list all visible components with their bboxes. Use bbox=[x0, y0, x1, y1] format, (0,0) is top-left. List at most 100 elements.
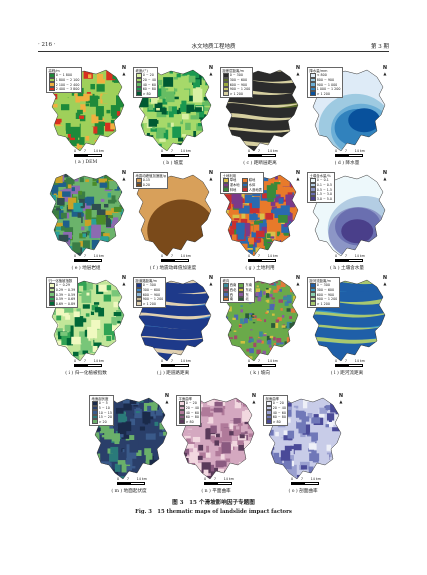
map-cell bbox=[228, 323, 231, 326]
map-cell bbox=[111, 254, 116, 256]
legend-label: 60 ~ 80 bbox=[185, 415, 199, 420]
map-cell bbox=[126, 126, 128, 130]
map-cell bbox=[249, 237, 254, 245]
scale-bar: 0 7 14 km bbox=[161, 254, 191, 262]
map-panel: 距断层距离/m 0 ~ 300 300 ~ 600 600 ~ 900 900 ~ 1 … bbox=[218, 65, 302, 170]
scale-label: 14 km bbox=[354, 149, 365, 153]
map-cell bbox=[111, 317, 121, 324]
map-cell bbox=[142, 412, 151, 424]
map-cell bbox=[255, 292, 259, 297]
map-cell bbox=[76, 141, 85, 150]
map-cell bbox=[125, 261, 128, 264]
map-cell bbox=[154, 79, 163, 86]
map-cell bbox=[50, 239, 53, 245]
map-cell bbox=[269, 447, 275, 450]
map-cell bbox=[263, 242, 271, 250]
map-cell bbox=[230, 249, 236, 256]
map-cell bbox=[332, 427, 341, 432]
legend-item: 1.5 ~ 3.0 bbox=[309, 191, 332, 197]
map-cell bbox=[280, 175, 290, 187]
map-cell bbox=[256, 482, 258, 487]
map-cell bbox=[94, 96, 100, 99]
map-cell bbox=[240, 302, 244, 306]
map-cell bbox=[165, 91, 175, 103]
legend-label: 40 ~ 60 bbox=[142, 82, 156, 87]
map-cell bbox=[293, 333, 298, 338]
map-cell bbox=[297, 285, 298, 289]
map-cell bbox=[224, 305, 225, 307]
map-cell bbox=[227, 322, 230, 326]
scale-bar: 0 7 14 km bbox=[74, 359, 104, 367]
map-cell bbox=[85, 208, 94, 220]
map-cell bbox=[312, 432, 318, 441]
map-cell bbox=[267, 464, 273, 478]
scale-label: 0 bbox=[291, 477, 294, 481]
map-cell bbox=[93, 432, 100, 445]
map-cell bbox=[91, 239, 99, 249]
map-panel: 降水量/mm < 800 800 ~ 900 900 ~ 1 000 1 000 ~ 1… bbox=[305, 65, 389, 170]
map-cell bbox=[185, 472, 193, 479]
legend-item: 300 ~ 600 bbox=[309, 287, 338, 293]
map-cell bbox=[189, 452, 198, 465]
map-cell bbox=[220, 454, 225, 460]
map-cell bbox=[232, 214, 240, 219]
legend-item: 水体 bbox=[241, 182, 262, 188]
map-cell bbox=[113, 312, 122, 317]
north-arrow-icon: N ▲ bbox=[383, 171, 387, 182]
map-cell bbox=[162, 98, 168, 105]
north-arrow-icon: N ▲ bbox=[122, 171, 126, 182]
map-cell bbox=[50, 196, 53, 203]
map-cell bbox=[330, 469, 335, 474]
map-cell bbox=[96, 214, 106, 225]
legend-swatch bbox=[222, 187, 229, 192]
scale-bar: 0 7 14 km bbox=[248, 254, 278, 262]
map-cell bbox=[59, 263, 66, 264]
legend-swatch bbox=[309, 196, 316, 202]
map-cell bbox=[116, 111, 121, 116]
map-cell bbox=[55, 341, 65, 347]
north-label: N bbox=[295, 65, 300, 71]
map-cell bbox=[256, 439, 258, 442]
map-cell bbox=[71, 336, 81, 345]
map-cell bbox=[316, 471, 321, 474]
map-cell bbox=[103, 294, 112, 302]
map-cell bbox=[99, 182, 108, 188]
map-cell bbox=[267, 436, 271, 442]
map-cell bbox=[79, 262, 86, 264]
map-cell bbox=[275, 319, 279, 323]
map-cell bbox=[50, 116, 53, 120]
map-cell bbox=[224, 336, 225, 342]
map-cell bbox=[65, 123, 73, 131]
map-cell bbox=[285, 354, 289, 359]
area-boundary bbox=[136, 278, 212, 362]
map-cell bbox=[228, 308, 231, 311]
map-cell bbox=[55, 308, 65, 316]
map-cell bbox=[70, 174, 81, 178]
map-cell bbox=[222, 427, 232, 442]
legend-item: 0 ~ 20 bbox=[135, 73, 156, 78]
legend-label: 2 400 ~ 3 800 bbox=[55, 87, 80, 92]
map-cell bbox=[107, 154, 117, 159]
map-cell bbox=[221, 256, 225, 259]
map-cell bbox=[278, 209, 283, 212]
scale-label: 7 bbox=[213, 477, 216, 481]
legend-label: 600 ~ 900 bbox=[316, 292, 335, 297]
map-cell bbox=[102, 212, 111, 222]
legend-item: 900 ~ 1 000 bbox=[309, 82, 341, 87]
map-cell bbox=[52, 181, 59, 185]
map-cell bbox=[275, 241, 279, 246]
map-cell bbox=[208, 134, 211, 141]
legend-item: 15 ~ 20 bbox=[91, 414, 112, 420]
map-cell bbox=[82, 304, 90, 309]
legend-item: 0.5 ~ 1.5 bbox=[309, 187, 332, 192]
map-cell bbox=[259, 331, 263, 337]
scale-label: 7 bbox=[126, 477, 129, 481]
scale-label: 14 km bbox=[267, 359, 278, 363]
map-cell bbox=[203, 133, 208, 138]
legend-item: 60 ~ 80 bbox=[135, 86, 156, 92]
map-cell bbox=[133, 397, 139, 399]
legend-label: 0 ~ 0.1 bbox=[316, 178, 329, 183]
legend-label: 耕地 bbox=[248, 178, 256, 183]
legend-swatch bbox=[222, 73, 229, 78]
map-cell bbox=[213, 407, 223, 413]
